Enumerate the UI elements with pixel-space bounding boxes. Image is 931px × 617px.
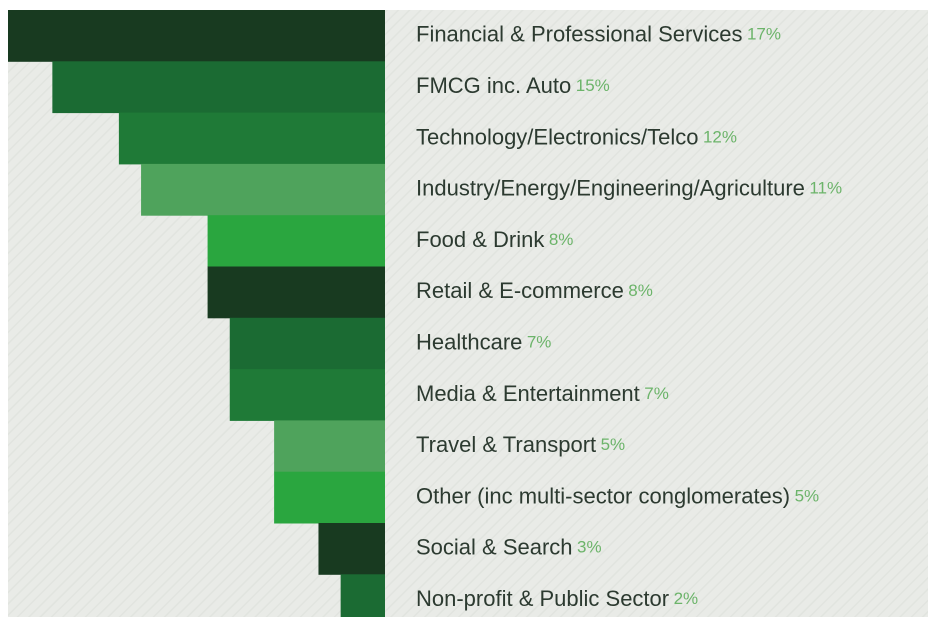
bar-label: FMCG inc. Auto 15% — [416, 73, 610, 98]
bar-label: Financial & Professional Services 17% — [416, 21, 781, 46]
category-label: Financial & Professional Services — [416, 21, 742, 46]
value-label: 3% — [577, 538, 602, 557]
value-label: 15% — [576, 76, 610, 95]
value-label: 2% — [674, 589, 699, 608]
bar-label: Retail & E-commerce 8% — [416, 278, 653, 303]
bar — [141, 163, 385, 216]
value-label: 5% — [601, 436, 626, 455]
value-label: 5% — [795, 487, 820, 506]
category-label: FMCG inc. Auto — [416, 73, 571, 98]
bar — [229, 317, 385, 370]
bar-label: Travel & Transport 5% — [416, 432, 625, 457]
bar-label: Industry/Energy/Engineering/Agriculture … — [416, 175, 842, 200]
category-label: Social & Search — [416, 534, 573, 559]
category-label: Other (inc multi-sector conglomerates) — [416, 483, 790, 508]
category-label: Technology/Electronics/Telco — [416, 124, 698, 149]
value-label: 8% — [628, 282, 653, 301]
category-label: Food & Drink — [416, 227, 545, 252]
value-label: 17% — [747, 25, 781, 44]
value-label: 8% — [549, 230, 574, 249]
bar — [52, 61, 386, 114]
bar-label: Technology/Electronics/Telco 12% — [416, 124, 737, 149]
value-label: 7% — [644, 384, 669, 403]
value-label: 12% — [703, 128, 737, 147]
category-label: Industry/Energy/Engineering/Agriculture — [416, 175, 805, 200]
bar — [207, 215, 385, 267]
bar — [207, 266, 385, 319]
bar — [274, 420, 385, 473]
category-label: Healthcare — [416, 329, 522, 354]
category-label: Retail & E-commerce — [416, 278, 624, 303]
category-label: Non-profit & Public Sector — [416, 586, 669, 611]
bar — [229, 369, 385, 421]
bar-label: Social & Search 3% — [416, 534, 602, 559]
bar — [274, 471, 385, 524]
bar-label: Other (inc multi-sector conglomerates) 5… — [416, 483, 819, 508]
bar — [340, 574, 385, 617]
bar-label: Media & Entertainment 7% — [416, 381, 669, 406]
bar — [318, 523, 385, 575]
bar — [118, 112, 385, 165]
value-label: 7% — [527, 333, 552, 352]
value-label: 11% — [809, 179, 842, 198]
bar-label: Healthcare 7% — [416, 329, 551, 354]
bar — [8, 10, 385, 62]
category-label: Media & Entertainment — [416, 381, 640, 406]
bar-label: Non-profit & Public Sector 2% — [416, 586, 698, 611]
bar-label: Food & Drink 8% — [416, 227, 573, 252]
category-label: Travel & Transport — [416, 432, 596, 457]
